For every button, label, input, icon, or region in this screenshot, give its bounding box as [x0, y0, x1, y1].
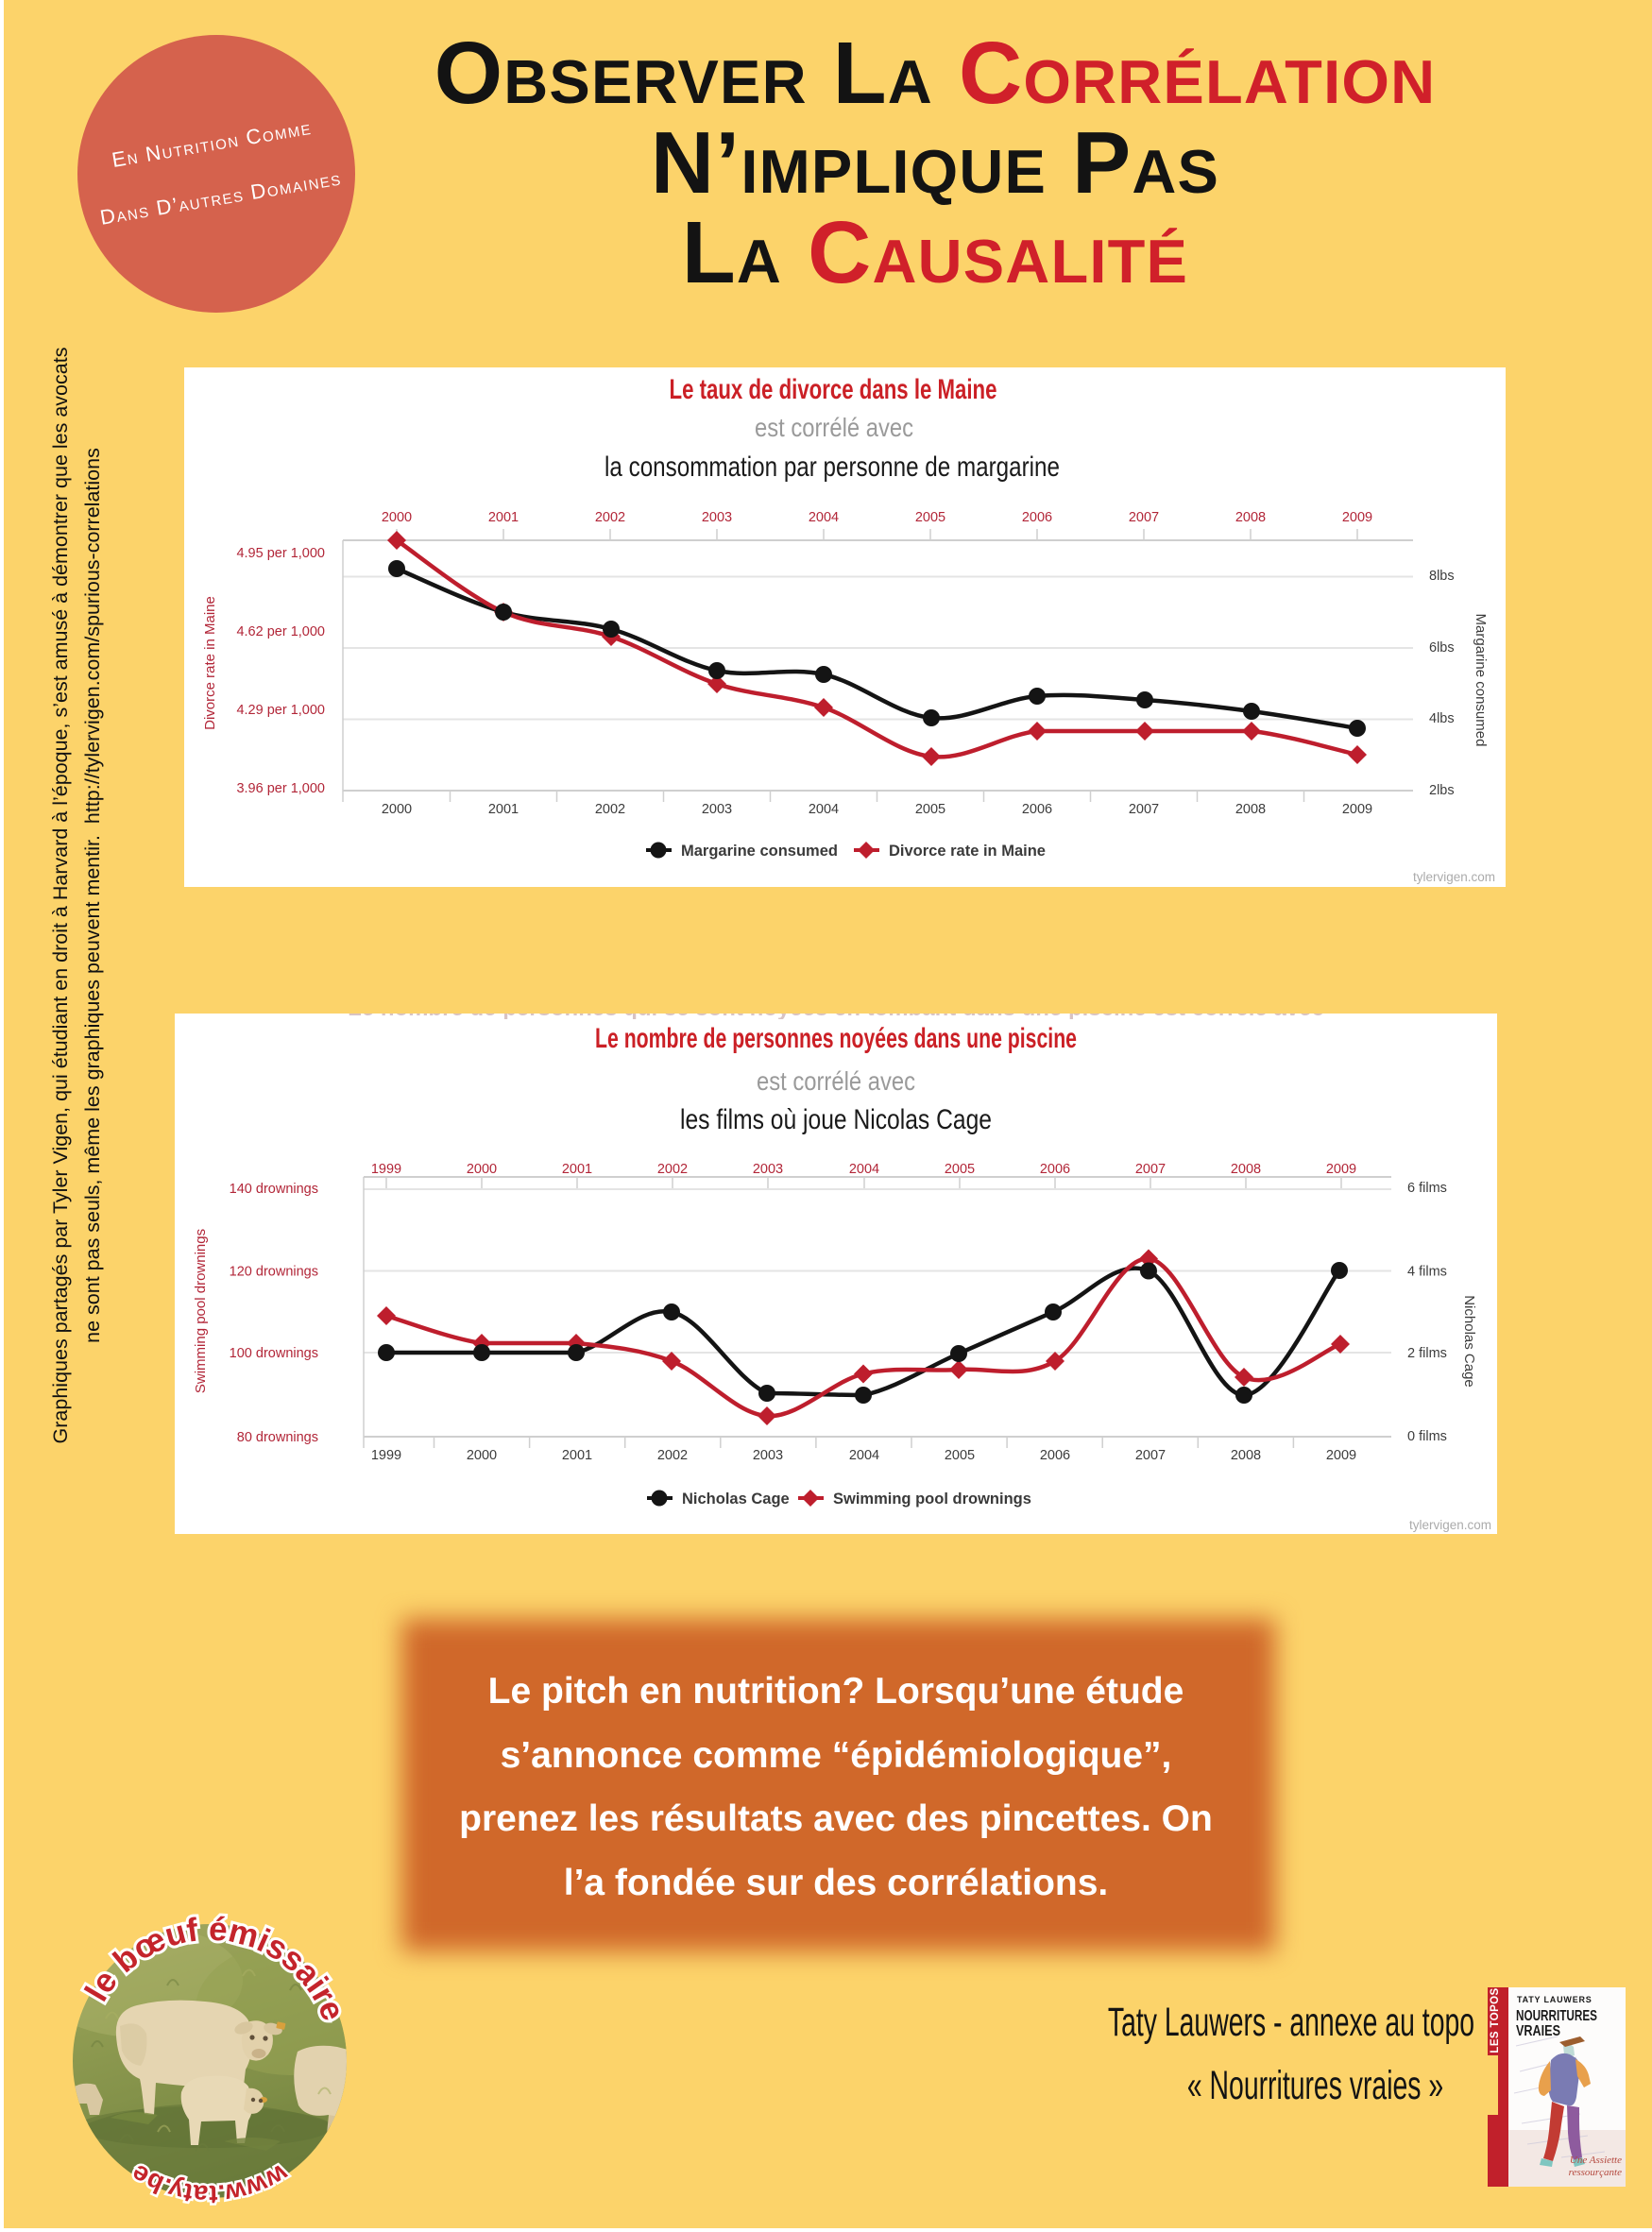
svg-text:est corrélé avec: est corrélé avec	[755, 413, 913, 442]
svg-text:2008: 2008	[1235, 802, 1266, 817]
svg-text:2008: 2008	[1231, 1448, 1261, 1463]
svg-text:2009: 2009	[1342, 510, 1372, 525]
svg-text:2007: 2007	[1135, 1448, 1166, 1463]
svg-text:Le nombre de personnes noyées: Le nombre de personnes noyées dans une p…	[595, 1023, 1077, 1054]
svg-text:2004: 2004	[849, 1162, 879, 1177]
svg-text:6 films: 6 films	[1407, 1181, 1447, 1196]
svg-text:ressourçante: ressourçante	[1569, 2167, 1623, 2178]
svg-text:NOURRITURES: NOURRITURES	[1516, 2008, 1597, 2024]
svg-text:2lbs: 2lbs	[1429, 783, 1455, 798]
svg-text:2008: 2008	[1231, 1162, 1261, 1177]
svg-text:2004: 2004	[849, 1448, 879, 1463]
svg-text:la consommation par personne d: la consommation par personne de margarin…	[605, 452, 1060, 483]
svg-text:VRAIES: VRAIES	[1516, 2023, 1560, 2039]
svg-text:2005: 2005	[915, 510, 945, 525]
svg-text:140 drownings: 140 drownings	[230, 1182, 318, 1197]
svg-text:Margarine consumed: Margarine consumed	[1473, 614, 1489, 747]
svg-text:4.62 per 1,000: 4.62 per 1,000	[236, 624, 325, 639]
svg-text:2004: 2004	[809, 802, 839, 817]
svg-text:2002: 2002	[595, 802, 625, 817]
svg-text:LES TOPOS: LES TOPOS	[1490, 1987, 1501, 2053]
svg-text:TATY LAUWERS: TATY LAUWERS	[1517, 1995, 1592, 2004]
svg-text:0 films: 0 films	[1407, 1429, 1447, 1444]
svg-text:2004: 2004	[809, 510, 839, 525]
svg-text:2007: 2007	[1129, 510, 1159, 525]
svg-text:6lbs: 6lbs	[1429, 640, 1455, 656]
svg-text:2006: 2006	[1022, 802, 1052, 817]
svg-text:2009: 2009	[1326, 1162, 1356, 1177]
svg-text:tylervigen.com: tylervigen.com	[1413, 870, 1495, 884]
svg-text:tylervigen.com: tylervigen.com	[1409, 1518, 1491, 1532]
svg-text:2002: 2002	[595, 510, 625, 525]
svg-text:2000: 2000	[467, 1162, 497, 1177]
svg-text:2006: 2006	[1040, 1448, 1070, 1463]
svg-text:120 drownings: 120 drownings	[230, 1265, 318, 1280]
svg-text:2 films: 2 films	[1407, 1346, 1447, 1361]
svg-text:2003: 2003	[702, 510, 732, 525]
svg-text:100 drownings: 100 drownings	[230, 1346, 318, 1361]
svg-text:2000: 2000	[382, 802, 412, 817]
svg-text:2000: 2000	[382, 510, 412, 525]
svg-text:Swimming pool drownings: Swimming pool drownings	[833, 1491, 1031, 1508]
svg-text:est corrélé avec: est corrélé avec	[757, 1066, 915, 1096]
svg-text:2000: 2000	[467, 1448, 497, 1463]
svg-text:Margarine consumed: Margarine consumed	[681, 843, 838, 860]
svg-text:2005: 2005	[915, 802, 945, 817]
svg-text:4 films: 4 films	[1407, 1265, 1447, 1280]
svg-text:Nicholas Cage: Nicholas Cage	[1461, 1295, 1477, 1388]
svg-text:2005: 2005	[945, 1448, 975, 1463]
svg-text:2003: 2003	[753, 1448, 783, 1463]
svg-text:1999: 1999	[371, 1448, 401, 1463]
svg-text:Swimming pool drownings: Swimming pool drownings	[193, 1229, 209, 1393]
svg-text:2001: 2001	[488, 802, 519, 817]
svg-text:2007: 2007	[1135, 1162, 1166, 1177]
svg-text:2007: 2007	[1129, 802, 1159, 817]
svg-text:4lbs: 4lbs	[1429, 711, 1455, 726]
svg-text:Divorce rate in Maine: Divorce rate in Maine	[202, 596, 218, 730]
svg-text:2001: 2001	[562, 1448, 592, 1463]
svg-text:4.29 per 1,000: 4.29 per 1,000	[236, 703, 325, 718]
svg-text:2001: 2001	[562, 1162, 592, 1177]
svg-text:8lbs: 8lbs	[1429, 569, 1455, 584]
svg-text:3.96 per 1,000: 3.96 per 1,000	[236, 781, 325, 796]
svg-text:Le taux de divorce dans le Mai: Le taux de divorce dans le Maine	[670, 374, 997, 405]
svg-text:2009: 2009	[1342, 802, 1372, 817]
svg-text:les films où joue Nicolas Cage: les films où joue Nicolas Cage	[680, 1104, 992, 1135]
svg-text:2003: 2003	[702, 802, 732, 817]
svg-text:4.95 per 1,000: 4.95 per 1,000	[236, 546, 325, 561]
svg-text:2001: 2001	[488, 510, 519, 525]
svg-text:1999: 1999	[371, 1162, 401, 1177]
svg-text:Divorce rate in Maine: Divorce rate in Maine	[889, 843, 1046, 860]
svg-text:2006: 2006	[1040, 1162, 1070, 1177]
svg-text:Nicholas Cage: Nicholas Cage	[682, 1491, 790, 1508]
svg-text:2008: 2008	[1235, 510, 1266, 525]
svg-text:2006: 2006	[1022, 510, 1052, 525]
svg-text:2002: 2002	[657, 1162, 688, 1177]
svg-text:2005: 2005	[945, 1162, 975, 1177]
svg-text:Une Assiette: Une Assiette	[1570, 2155, 1622, 2166]
svg-text:2002: 2002	[657, 1448, 688, 1463]
svg-text:2009: 2009	[1326, 1448, 1356, 1463]
svg-text:80 drownings: 80 drownings	[237, 1430, 318, 1445]
svg-text:2003: 2003	[753, 1162, 783, 1177]
